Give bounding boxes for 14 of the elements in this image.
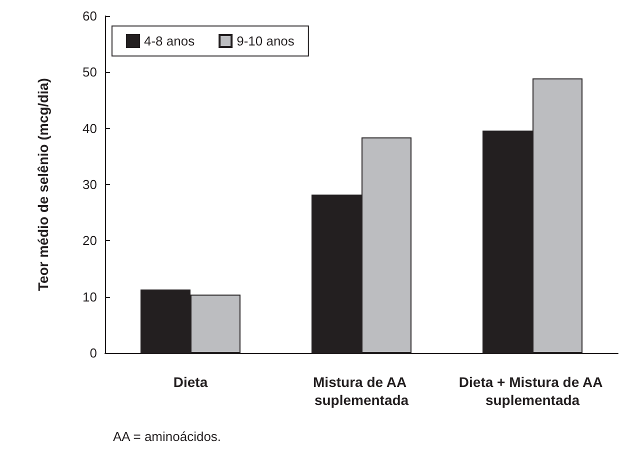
x-tick-label: Dieta + Mistura de AA suplementada bbox=[458, 374, 606, 408]
y-tick-label: 40 bbox=[82, 120, 97, 136]
text: AA = aminoácidos. bbox=[113, 429, 222, 444]
legend-label: 4-8 anos bbox=[144, 34, 196, 48]
y-tick-label: 50 bbox=[82, 64, 97, 80]
legend-label: 9-10 anos bbox=[236, 34, 295, 48]
x-tick-label: Dieta bbox=[173, 374, 208, 390]
y-tick-label: 10 bbox=[82, 289, 97, 304]
y-tick-label: 60 bbox=[82, 8, 97, 24]
y-tick-label: 20 bbox=[82, 233, 97, 248]
y-tick-label: 0 bbox=[90, 346, 97, 360]
x-tick-label: Mistura de AA suplementada bbox=[313, 374, 410, 408]
y-axis-title: Teor médio de selênio (mcg/dia) bbox=[35, 78, 51, 291]
y-tick-label: 30 bbox=[82, 177, 97, 192]
